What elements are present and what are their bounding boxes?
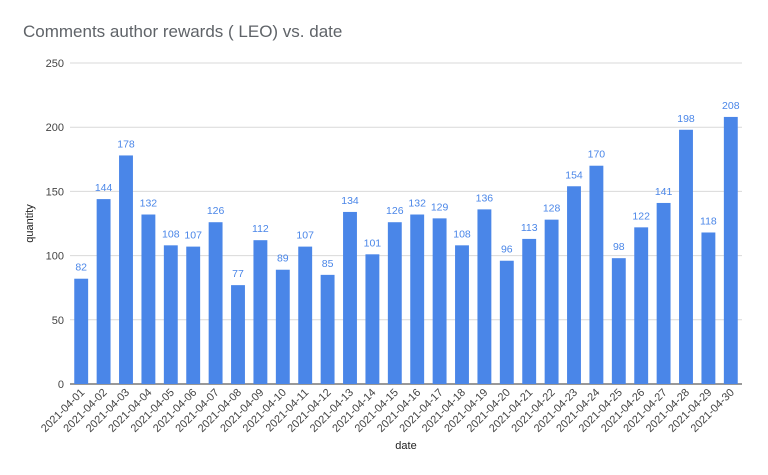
bar[interactable] [544, 219, 559, 384]
data-label: 141 [655, 186, 673, 198]
y-tick-label: 50 [52, 315, 64, 327]
bar[interactable] [343, 211, 357, 384]
data-label: 129 [431, 201, 449, 213]
y-tick-label: 250 [46, 58, 64, 70]
bar[interactable] [567, 186, 581, 384]
bar[interactable] [477, 209, 492, 384]
data-label: 112 [252, 223, 269, 235]
y-tick-label: 0 [58, 379, 64, 391]
bar[interactable] [589, 165, 604, 384]
bar[interactable] [74, 278, 89, 384]
data-label: 154 [565, 169, 583, 181]
data-label: 126 [386, 205, 404, 217]
data-label: 108 [162, 228, 180, 240]
data-label: 85 [322, 258, 334, 270]
data-label: 118 [700, 215, 717, 227]
bar[interactable] [679, 129, 693, 384]
bar[interactable] [231, 285, 245, 384]
bar[interactable] [141, 214, 156, 384]
y-tick-label: 150 [46, 186, 64, 198]
x-axis-ticks: 2021-04-012021-04-022021-04-032021-04-04… [39, 387, 737, 435]
bar[interactable] [499, 260, 514, 384]
data-label: 136 [476, 192, 494, 204]
y-axis-title: quantity [24, 204, 36, 243]
bar[interactable] [275, 269, 290, 384]
data-label: 107 [184, 230, 202, 242]
bar[interactable] [208, 222, 223, 384]
x-axis-title: date [395, 440, 416, 452]
bar[interactable] [163, 245, 178, 384]
bar[interactable] [253, 240, 268, 384]
bar[interactable] [723, 116, 738, 384]
data-label: 198 [677, 113, 695, 125]
bar[interactable] [186, 246, 201, 384]
y-tick-label: 200 [46, 122, 64, 134]
data-label: 128 [543, 203, 561, 215]
bars [74, 116, 738, 384]
gridlines [70, 62, 742, 385]
data-label: 96 [501, 244, 513, 256]
bar[interactable] [522, 238, 537, 384]
bar[interactable] [387, 222, 402, 384]
data-label: 77 [232, 268, 244, 280]
bar[interactable] [365, 254, 380, 384]
data-label: 108 [453, 228, 471, 240]
data-label: 170 [588, 149, 606, 161]
data-label: 98 [613, 241, 625, 253]
data-label: 132 [140, 198, 158, 210]
y-axis-ticks: 0 50 100 150 200 250 [46, 58, 64, 391]
data-label: 122 [632, 210, 650, 222]
bar[interactable] [455, 245, 469, 384]
bar[interactable] [410, 214, 425, 384]
bar[interactable] [96, 199, 111, 384]
bar[interactable] [298, 246, 313, 384]
data-label: 89 [277, 253, 289, 265]
data-label: 144 [95, 182, 113, 194]
bar[interactable] [611, 258, 626, 384]
data-label: 178 [117, 138, 135, 150]
data-label: 126 [207, 205, 225, 217]
data-label: 101 [364, 237, 382, 249]
y-tick-label: 100 [46, 251, 64, 263]
bar[interactable] [320, 274, 335, 384]
data-label: 113 [521, 222, 538, 234]
bar[interactable] [634, 227, 649, 384]
data-label: 134 [341, 195, 359, 207]
data-labels: 82 144 178 132 108 107 126 77 112 89 107 85 134 101 12… [75, 100, 739, 280]
data-label: 107 [296, 230, 314, 242]
bar[interactable] [656, 202, 671, 384]
bar[interactable] [432, 218, 447, 384]
bar[interactable] [119, 155, 133, 384]
bar[interactable] [701, 232, 716, 384]
chart-title: Comments author rewards ( LEO) vs. date [23, 22, 343, 41]
data-label: 132 [408, 198, 426, 210]
data-label: 82 [75, 262, 87, 274]
data-label: 208 [722, 100, 740, 112]
